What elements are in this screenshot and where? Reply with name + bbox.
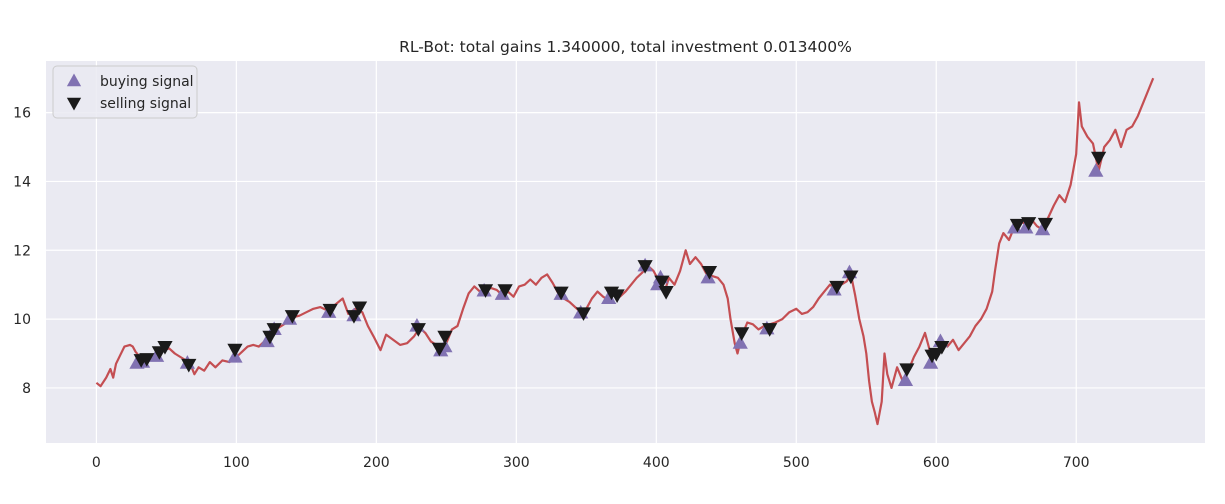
- legend-items: buying signal selling signal: [66, 73, 194, 112]
- sell-signal-marker: [497, 284, 513, 298]
- x-tick-label: 0: [92, 455, 101, 471]
- sell-signal-marker: [762, 323, 778, 337]
- buy-signal-marker: [897, 372, 914, 386]
- sell-signal-marker: [351, 301, 368, 316]
- buy-signal-marker: [259, 333, 275, 348]
- y-tick-label: 16: [13, 106, 31, 122]
- x-tick-label: 400: [643, 455, 670, 471]
- x-tick-label: 600: [923, 455, 950, 471]
- sell-signal-marker: [553, 286, 569, 301]
- x-tick-label: 300: [503, 455, 530, 471]
- x-tick-label: 100: [223, 455, 250, 471]
- legend: buying signal selling signal: [52, 65, 198, 119]
- y-tick-label: 14: [13, 174, 31, 190]
- x-tick-label: 700: [1063, 455, 1090, 471]
- sell-signal-marker: [227, 343, 243, 358]
- sell-signal-marker: [1037, 217, 1054, 232]
- sell-signal-marker: [322, 303, 338, 318]
- buy-signal-marker: [1018, 219, 1034, 234]
- sell-signal-marker: [934, 341, 950, 355]
- sell-signal-marker: [477, 284, 494, 298]
- buy-signal-marker: [148, 348, 165, 362]
- x-tick-label: 200: [363, 455, 390, 471]
- sell-signal-marker: [843, 270, 859, 285]
- legend-box: [52, 65, 198, 119]
- buy-signal-marker: [601, 290, 617, 305]
- legend-sell-marker: [66, 97, 82, 111]
- sell-signal-marker: [284, 310, 300, 324]
- x-axis-ticks: 0 100 200 300 400 500 600 700: [92, 455, 1090, 471]
- sell-signal-marker: [437, 330, 453, 345]
- sell-signal-marker: [899, 363, 915, 378]
- sell-signal-marker: [575, 307, 592, 321]
- plot-area: [46, 61, 1205, 443]
- buy-signal-marker: [923, 355, 939, 369]
- y-tick-label: 12: [13, 243, 31, 259]
- sell-signal-marker: [431, 342, 447, 357]
- sell-signal-marker: [654, 275, 670, 290]
- sell-signal-marker: [829, 280, 845, 295]
- sell-signal-marker: [410, 323, 426, 337]
- sell-signal-marker: [181, 358, 197, 373]
- sell-signal-marker: [734, 327, 750, 341]
- sell-signal-marker: [701, 266, 718, 280]
- sell-signal-marker: [1021, 217, 1037, 231]
- buy-signal-marker: [732, 335, 748, 349]
- y-tick-label: 10: [13, 312, 31, 328]
- sell-signal-marker: [346, 310, 362, 324]
- y-axis-ticks: 8 10 12 14 16: [13, 106, 31, 397]
- sell-signal-marker: [139, 353, 155, 367]
- legend-label: selling signal: [100, 96, 191, 112]
- legend-label: buying signal: [100, 74, 194, 90]
- buy-signal-marker: [1035, 221, 1051, 236]
- signal-markers: [129, 151, 1107, 386]
- sell-signal-marker: [157, 341, 173, 355]
- legend-buy-marker: [66, 73, 82, 87]
- sell-signal-marker: [1091, 151, 1107, 166]
- sell-signal-marker: [609, 289, 625, 304]
- y-tick-label: 8: [22, 381, 31, 397]
- buy-signal-marker: [494, 286, 510, 300]
- grid: [46, 61, 1205, 443]
- buy-signal-marker: [1088, 163, 1104, 177]
- chart-title: RL-Bot: total gains 1.340000, total inve…: [399, 38, 852, 56]
- sell-signal-marker: [658, 285, 674, 300]
- x-tick-label: 500: [783, 455, 810, 471]
- sell-signal-marker: [637, 260, 653, 274]
- sell-signal-marker: [266, 323, 282, 337]
- sell-signal-marker: [1009, 218, 1026, 233]
